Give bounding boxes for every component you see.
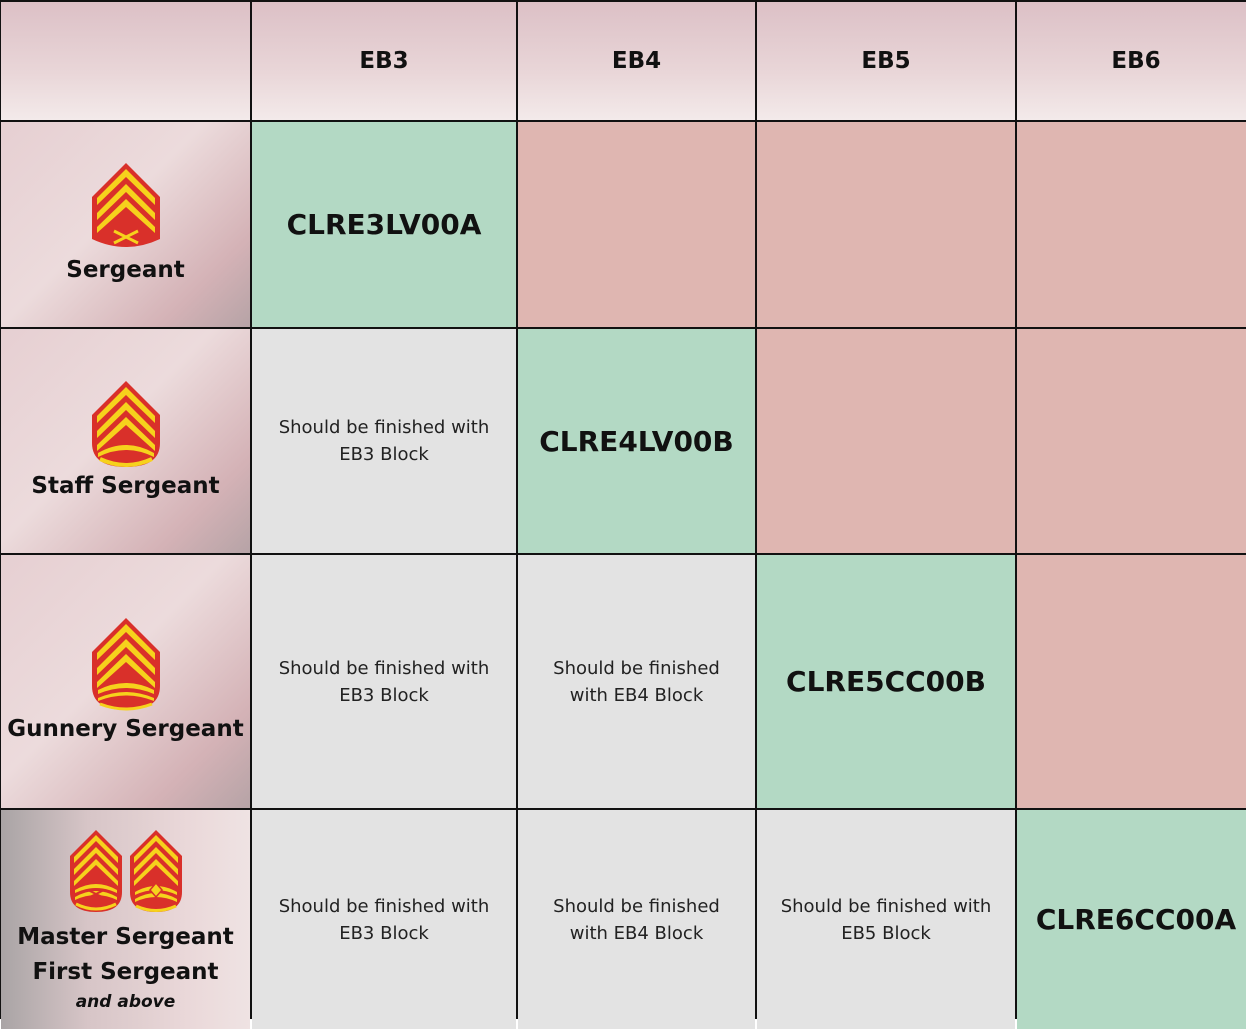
insignia-pair [68, 828, 184, 914]
rank-label-first-sergeant: First Sergeant [32, 958, 219, 985]
completed-note-cell: Should be finished with EB4 Block [518, 810, 755, 1029]
rank-label-sergeant: Sergeant [66, 257, 185, 283]
rank-sergeant: Sergeant [1, 122, 250, 327]
not-applicable-cell [1017, 555, 1246, 808]
completed-note-cell: Should be finished with EB5 Block [757, 810, 1015, 1029]
rank-label-and-above: and above [75, 991, 176, 1012]
completed-note-cell: Should be finished with EB4 Block [518, 555, 755, 808]
staff-sergeant-chevron-icon [91, 380, 160, 467]
header-eb6: EB6 [1017, 2, 1246, 120]
first-sergeant-chevron-icon [129, 829, 182, 912]
rank-master-first-sergeant: Master Sergeant First Sergeant and above [1, 810, 250, 1029]
block-code-cell: CLRE4LV00B [518, 329, 755, 553]
not-applicable-cell [1017, 122, 1246, 327]
master-sergeant-chevron-icon [69, 829, 122, 912]
block-code-cell: CLRE5CC00B [757, 555, 1015, 808]
block-code-cell: CLRE3LV00A [252, 122, 516, 327]
header-eb5: EB5 [757, 2, 1015, 120]
rank-label-staff-sergeant: Staff Sergeant [31, 472, 220, 499]
header-eb4: EB4 [518, 2, 755, 120]
rank-label-master-sergeant: Master Sergeant [17, 923, 234, 950]
not-applicable-cell [518, 122, 755, 327]
rank-label-gunnery-sergeant: Gunnery Sergeant [7, 716, 244, 742]
header-eb3: EB3 [252, 2, 516, 120]
block-code-cell: CLRE6CC00A [1017, 810, 1246, 1029]
rank-staff-sergeant: Staff Sergeant [1, 329, 250, 553]
sergeant-chevron-icon [91, 163, 160, 247]
rank-gunnery-sergeant: Gunnery Sergeant [1, 555, 250, 808]
completed-note-cell: Should be finished with EB3 Block [252, 555, 516, 808]
header-corner [1, 2, 250, 120]
not-applicable-cell [1017, 329, 1246, 553]
not-applicable-cell [757, 122, 1015, 327]
completed-note-cell: Should be finished with EB3 Block [252, 329, 516, 553]
completed-note-cell: Should be finished with EB3 Block [252, 810, 516, 1029]
not-applicable-cell [757, 329, 1015, 553]
gunnery-sergeant-chevron-icon [91, 618, 160, 711]
